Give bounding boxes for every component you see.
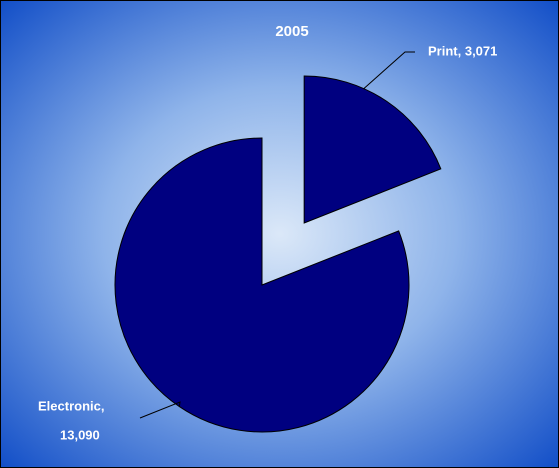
- leader-line: [363, 51, 415, 89]
- pie-slice: [303, 75, 442, 224]
- data-label: 13,090: [60, 427, 100, 442]
- data-label: Print, 3,071: [428, 43, 497, 58]
- leader-line: [139, 401, 181, 419]
- data-label: Electronic,: [38, 398, 104, 413]
- chart-title: 2005: [275, 23, 308, 40]
